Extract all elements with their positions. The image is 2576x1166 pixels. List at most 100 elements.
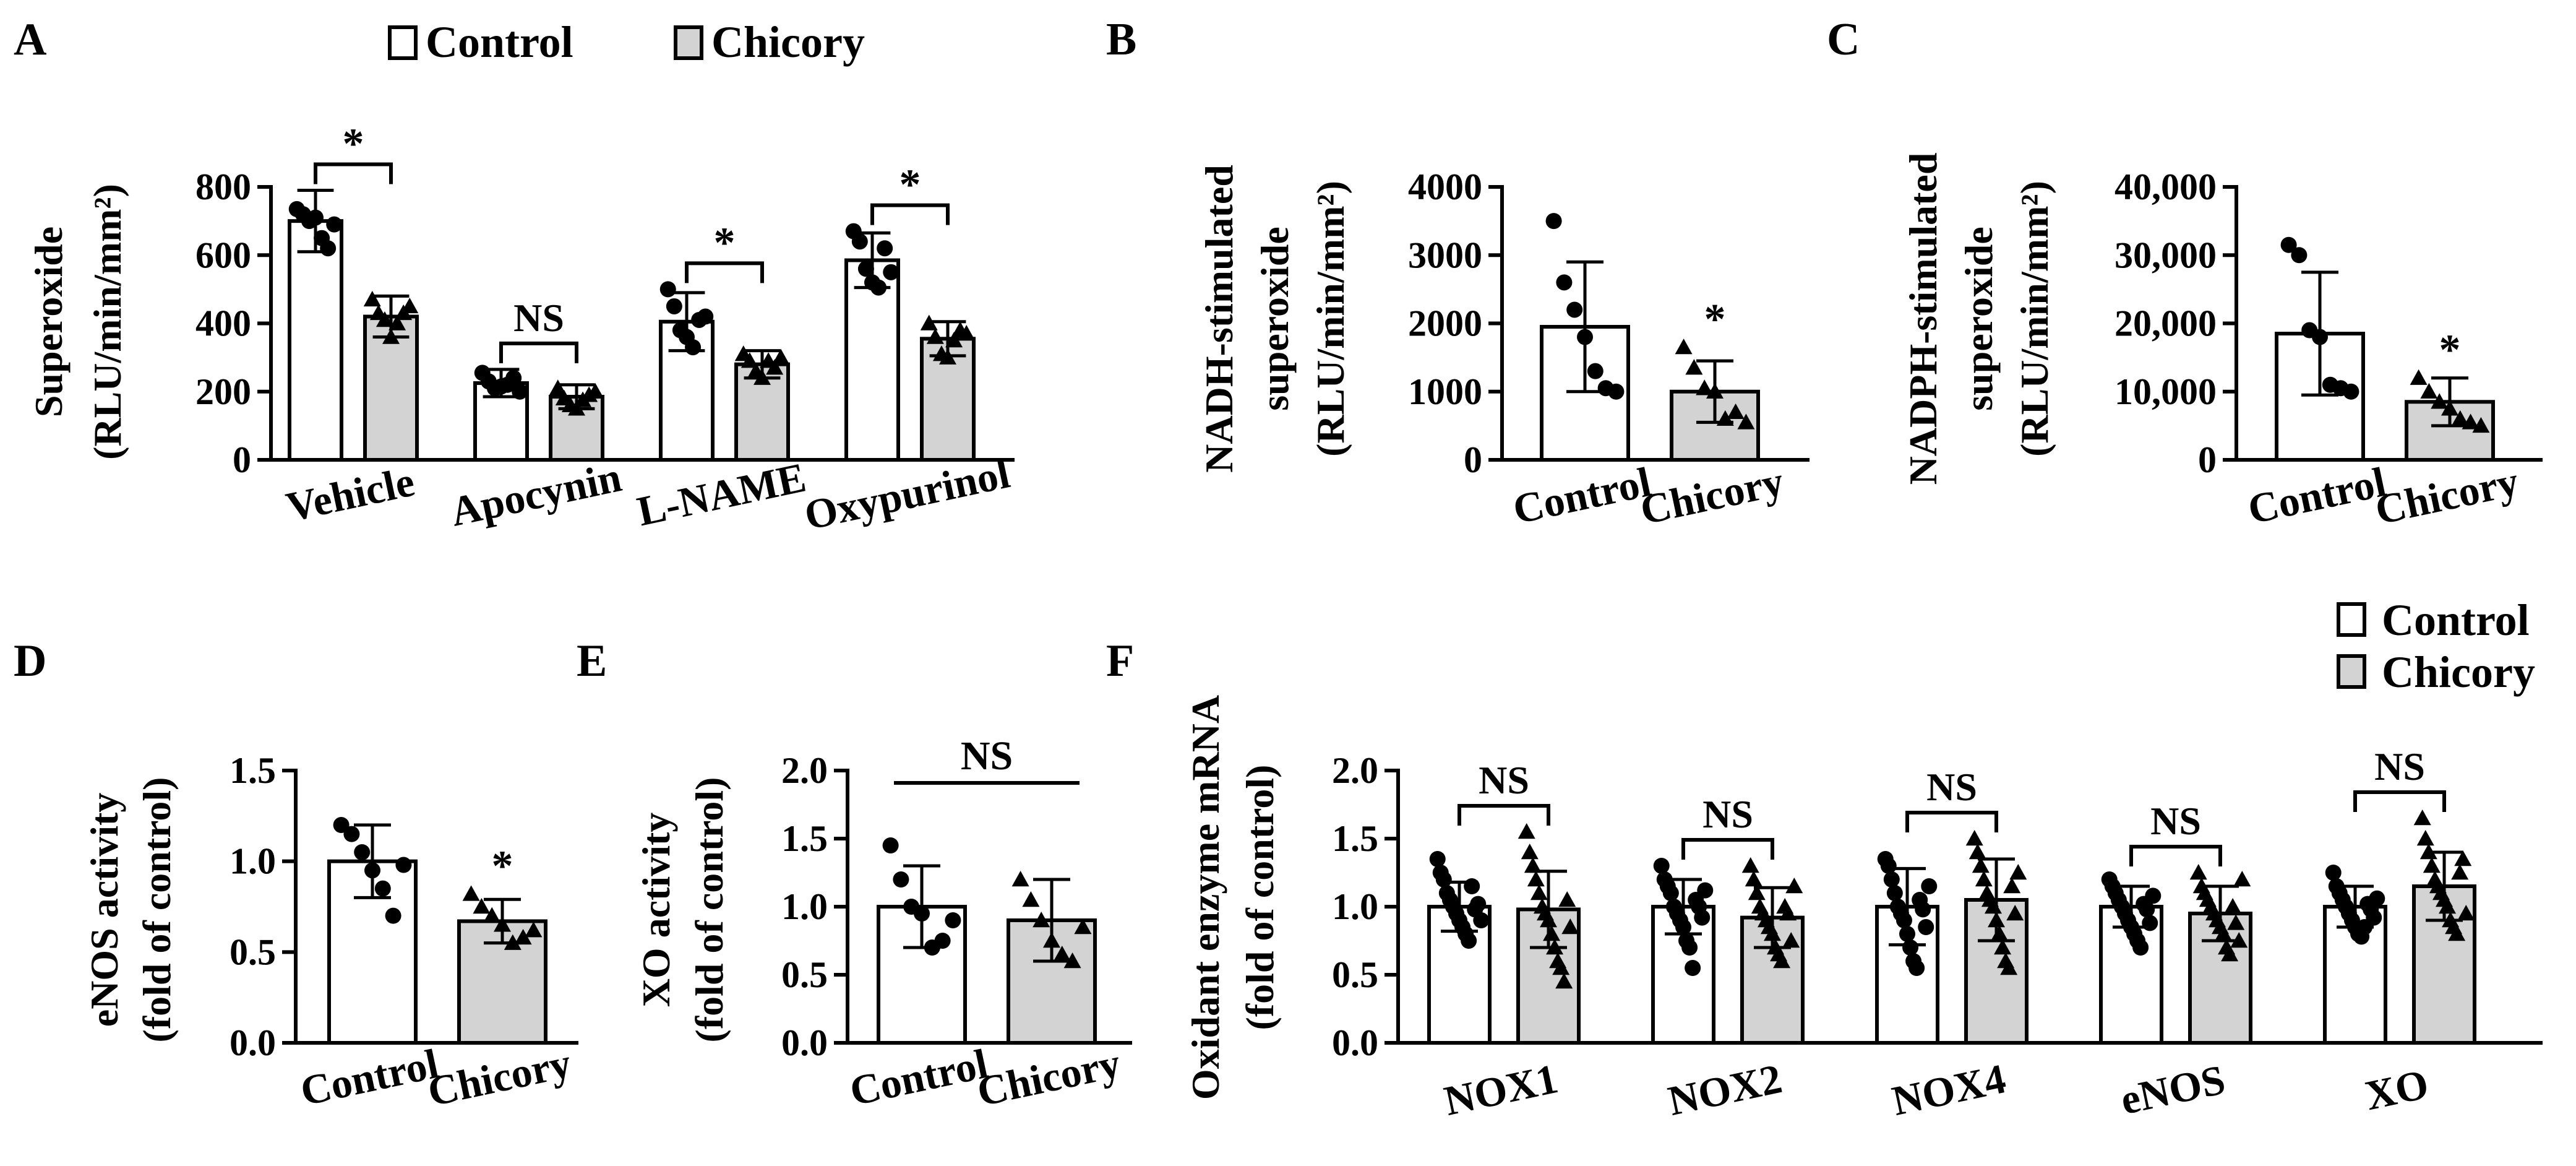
data-point-C-control: [2291, 247, 2308, 264]
data-point-F-control: [2366, 909, 2382, 926]
y-tick-label-F: 0.5: [1332, 954, 1378, 995]
data-point-A-chicory: [568, 400, 585, 416]
comparison-bracket-F: [1905, 811, 1998, 832]
data-point-A-chicory: [382, 328, 400, 344]
data-point-F-chicory: [1540, 912, 1557, 928]
panel-label-D: D: [14, 636, 46, 686]
y-tick-label-F: 1.0: [1332, 886, 1378, 927]
data-point-F-control: [1886, 885, 1903, 901]
data-point-F-chicory: [1561, 918, 1579, 935]
data-point-E-chicory: [1011, 871, 1029, 887]
data-point-F-chicory: [2009, 864, 2027, 880]
legend-top: Control Chicory: [388, 17, 865, 67]
y-tick-label-E: 2.0: [781, 750, 828, 791]
data-point-F-chicory: [1785, 878, 1803, 894]
panel-F: F 0.0 0.5 1.0 1.5 2.0 Oxidant enzyme mRNA (fold…: [1106, 636, 2543, 1125]
data-point-F-control: [1662, 885, 1679, 901]
data-point-A-chicory: [753, 369, 771, 385]
comparison-bracket-A: [314, 162, 393, 184]
y-tick-label-E: 1.0: [781, 886, 828, 927]
data-point-F-chicory: [1779, 905, 1797, 921]
panel-label-E: E: [577, 636, 607, 686]
data-point-F-chicory: [2230, 932, 2248, 948]
data-point-D-control: [343, 826, 360, 842]
data-point-C-chicory: [2431, 393, 2449, 409]
data-point-B-chicory: [1685, 359, 1703, 375]
data-point-B-control: [1566, 301, 1583, 318]
data-point-F-control: [1435, 871, 1452, 887]
data-point-D-control: [364, 862, 380, 879]
legend-right-chicory-swatch: [2337, 654, 2366, 689]
data-point-D-chicory: [494, 916, 511, 932]
data-point-F-chicory: [1552, 959, 1570, 975]
y-axis-label-B: superoxide: [1253, 227, 1297, 411]
data-point-A-chicory: [586, 382, 604, 399]
data-point-A-control: [320, 240, 337, 257]
data-point-F-control: [1902, 939, 1919, 956]
y-tick-label-B: 2000: [1408, 303, 1482, 344]
data-point-F-control: [1921, 878, 1938, 894]
data-point-B-chicory: [1675, 339, 1693, 355]
panel-C: C 0 10,000 20,000 30,000 40,000 NADPH-stimulat…: [1827, 14, 2543, 533]
x-tick-label-B: Control: [1509, 458, 1655, 533]
data-point-D-control: [333, 817, 350, 833]
comparison-label-F: NS: [1479, 758, 1529, 802]
significance-label-B: *: [1704, 296, 1726, 343]
panel-D: D 0.0 0.5 1.0 1.5 eNOS activity (fold of contr…: [14, 636, 578, 1115]
y-tick-label-C: 10,000: [2114, 371, 2217, 412]
y-tick-label-D: 1.0: [230, 841, 276, 882]
data-point-F-chicory: [2000, 959, 2018, 975]
data-point-F-chicory: [2439, 898, 2457, 914]
data-point-D-chicory: [473, 898, 491, 914]
data-point-C-control: [2280, 236, 2297, 253]
data-point-D-control: [374, 880, 391, 897]
legend-right-control-swatch: [2337, 602, 2366, 637]
significance-label-D: *: [492, 842, 513, 890]
legend-right: Control Chicory: [2337, 595, 2535, 697]
x-tick-label-C: Chicory: [2371, 457, 2523, 533]
data-point-A-control: [877, 240, 893, 257]
data-point-E-chicory: [1033, 912, 1050, 928]
data-point-F-control: [2145, 887, 2162, 904]
y-tick-label-A: 800: [195, 166, 251, 207]
data-point-A-chicory: [363, 290, 381, 307]
data-point-F-chicory: [1968, 844, 1986, 860]
y-axis-label-B: (RLU/min/mm²): [1308, 181, 1352, 457]
data-point-A-control: [870, 279, 887, 296]
data-point-B-chicory: [1696, 379, 1714, 395]
x-tick-label-B: Chicory: [1636, 457, 1788, 533]
panel-label-B: B: [1106, 14, 1136, 65]
data-point-F-chicory: [2224, 898, 2242, 914]
data-point-F-chicory: [2454, 850, 2472, 866]
data-point-C-control: [2343, 383, 2359, 400]
data-point-A-control: [851, 233, 868, 250]
y-tick-label-F: 0.0: [1332, 1022, 1378, 1063]
data-point-E-control: [945, 912, 961, 928]
data-point-F-chicory: [1748, 884, 1766, 900]
y-tick-label-C: 30,000: [2114, 235, 2217, 275]
data-point-F-chicory: [1521, 844, 1539, 860]
data-point-B-control: [1577, 329, 1593, 345]
legend-top-control-swatch: [388, 25, 418, 60]
data-point-A-control: [883, 264, 899, 280]
data-point-F-chicory: [1518, 823, 1535, 839]
data-point-F-control: [1694, 909, 1711, 926]
data-point-F-control: [1473, 912, 1490, 928]
y-tick-label-F: 1.5: [1332, 818, 1378, 859]
comparison-bracket-F: [2129, 845, 2222, 866]
data-point-F-control: [1918, 919, 1934, 935]
x-tick-label-F: NOX1: [1440, 1055, 1562, 1125]
y-tick-label-C: 40,000: [2114, 166, 2217, 207]
y-tick-label-A: 200: [195, 371, 251, 412]
data-point-F-control: [1685, 960, 1701, 976]
y-axis-label-D: (fold of control): [135, 777, 179, 1043]
data-point-F-control: [1464, 878, 1480, 894]
data-point-F-control: [1681, 939, 1698, 956]
data-point-D-chicory: [514, 928, 532, 945]
comparison-label-A: NS: [513, 296, 564, 340]
comparison-label-F: NS: [2374, 745, 2425, 788]
y-tick-label-A: 400: [195, 303, 251, 344]
panel-label-C: C: [1827, 14, 1860, 65]
data-point-E-control: [914, 905, 930, 922]
